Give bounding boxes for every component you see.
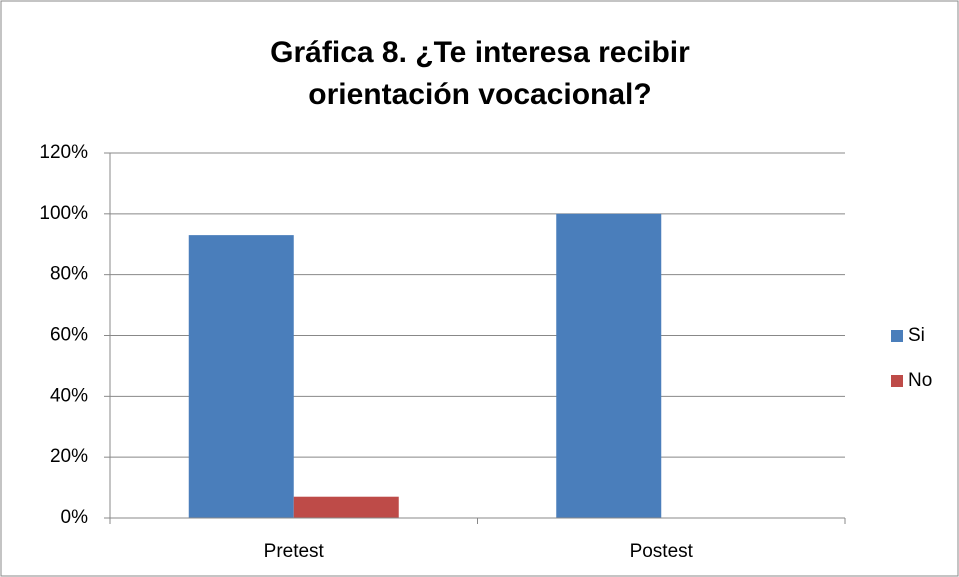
y-tick-label: 20%: [50, 446, 88, 467]
legend-label: Si: [908, 325, 925, 346]
bar: [293, 496, 399, 518]
y-tick-label: 100%: [39, 203, 88, 224]
chart-title: Gráfica 8. ¿Te interesa recibir orientac…: [270, 36, 690, 111]
y-tick-label: 40%: [50, 385, 88, 406]
legend-swatch: [891, 375, 903, 387]
y-tick-label: 80%: [50, 264, 88, 285]
bar: [188, 235, 294, 518]
x-tick-label: Postest: [630, 541, 694, 562]
bar: [556, 213, 662, 519]
y-tick-label: 60%: [50, 325, 88, 346]
x-tick-label: Pretest: [264, 541, 325, 562]
y-tick-label: 0%: [61, 507, 89, 528]
legend-label: No: [908, 370, 932, 391]
legend-swatch: [891, 330, 903, 342]
y-tick-label: 120%: [39, 142, 88, 163]
